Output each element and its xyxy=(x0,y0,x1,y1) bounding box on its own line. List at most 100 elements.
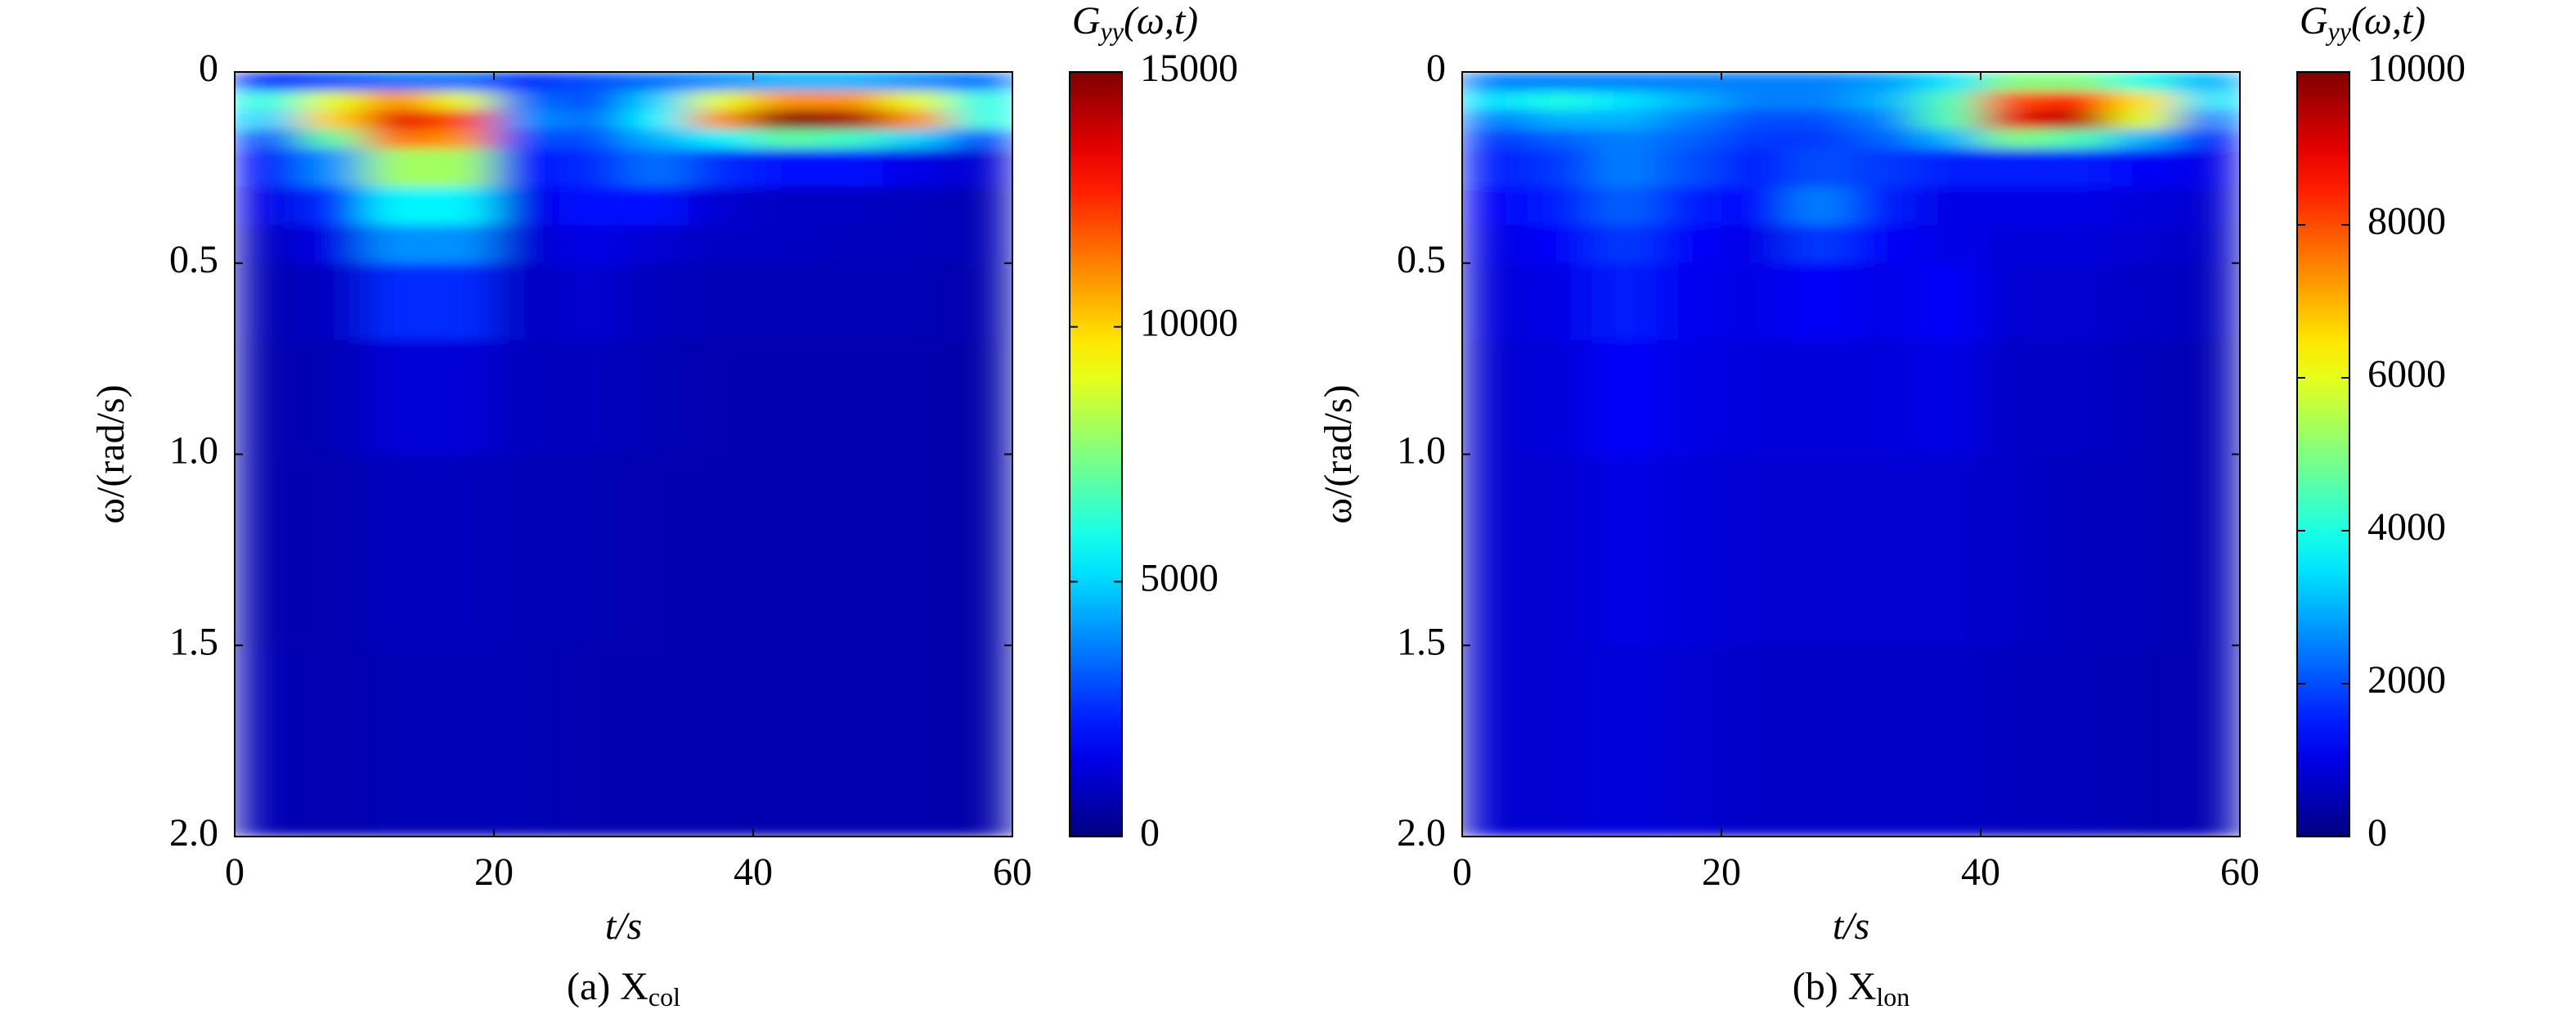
heatmap-cell xyxy=(947,454,1012,646)
caption-sub: col xyxy=(648,982,680,1012)
y-tick-label: 0.5 xyxy=(1397,238,1446,281)
heatmap-cell xyxy=(1915,91,1981,111)
heatmap-cell xyxy=(1462,262,1528,340)
heatmap-cell xyxy=(1721,148,1787,187)
heatmap-cell xyxy=(947,129,1012,149)
heatmap-cell xyxy=(688,454,754,646)
heatmap-cell xyxy=(2045,91,2111,111)
caption: (b) Xlon xyxy=(1793,965,1910,1012)
heatmap-cell xyxy=(494,148,559,187)
heatmap-cell xyxy=(818,72,883,92)
heatmap-cell xyxy=(1981,91,2046,111)
heatmap-cell xyxy=(2045,72,2111,92)
heatmap-cell xyxy=(818,454,883,646)
heatmap-cell xyxy=(1656,339,1722,455)
heatmap-cell xyxy=(2110,454,2176,646)
heatmap-cell xyxy=(688,110,754,130)
heatmap-cell xyxy=(818,91,883,111)
heatmap-cell xyxy=(429,148,495,187)
heatmap-cell xyxy=(1981,72,2046,92)
heatmap-cell xyxy=(299,225,365,264)
heatmap-cell xyxy=(947,186,1012,226)
heatmap-cell xyxy=(1981,645,2046,837)
heatmap-cell xyxy=(1462,91,1528,111)
heatmap-cell xyxy=(494,339,559,455)
x-tick-label: 0 xyxy=(1452,850,1472,894)
heatmap-cell xyxy=(2174,129,2240,149)
heatmap-cell xyxy=(2045,129,2111,149)
heatmap-cell xyxy=(1851,186,1917,226)
heatmap xyxy=(1462,72,2240,837)
heatmap-cell xyxy=(1527,186,1592,226)
colorbar-tick-label: 10000 xyxy=(1140,302,1238,345)
heatmap-cell xyxy=(947,72,1012,92)
heatmap-cell xyxy=(753,186,819,226)
heatmap-cell xyxy=(1527,72,1592,92)
heatmap-cell xyxy=(2110,129,2176,149)
heatmap-cell xyxy=(1462,186,1528,226)
heatmap-cell xyxy=(623,454,689,646)
heatmap-cell xyxy=(429,129,495,149)
heatmap-cell xyxy=(753,262,819,340)
heatmap-cell xyxy=(2045,454,2111,646)
heatmap-cell xyxy=(1721,225,1787,264)
heatmap-cell xyxy=(688,148,754,187)
heatmap-cell xyxy=(1656,186,1722,226)
heatmap-cell xyxy=(1591,91,1658,111)
heatmap-cell xyxy=(1527,225,1592,264)
heatmap-cell xyxy=(1851,72,1917,92)
heatmap-cell xyxy=(1915,72,1981,92)
heatmap-cell xyxy=(2174,110,2240,130)
heatmap-cell xyxy=(494,110,559,130)
colorbar-label-main: G xyxy=(2300,0,2328,43)
heatmap-cell xyxy=(1656,225,1722,264)
heatmap-cell xyxy=(753,129,819,149)
heatmap-cell xyxy=(1915,129,1981,149)
y-tick-label: 0 xyxy=(199,47,218,90)
heatmap-cell xyxy=(1915,645,1981,837)
heatmap-cell xyxy=(2174,72,2240,92)
heatmap-cell xyxy=(882,262,949,340)
heatmap-cell xyxy=(882,186,949,226)
heatmap-cell xyxy=(1656,148,1722,187)
heatmap-cell xyxy=(364,225,430,264)
heatmap-cell xyxy=(1656,129,1722,149)
heatmap-cell xyxy=(1462,148,1528,187)
heatmap-cell xyxy=(235,645,300,837)
heatmap-cell xyxy=(623,110,689,130)
heatmap-cell xyxy=(882,225,949,264)
heatmap-cell xyxy=(1591,339,1658,455)
heatmap-cell xyxy=(753,148,819,187)
heatmap-cell xyxy=(299,148,365,187)
heatmap-cell xyxy=(753,225,819,264)
panel: 0 20 40 60 0 0.5 1.0 1.5 2.0 t/s ω/(rad/s) (b) Xlon… xyxy=(1317,0,2466,1012)
heatmap-cell xyxy=(688,262,754,340)
heatmap-cell xyxy=(1656,72,1722,92)
y-tick-label: 1.0 xyxy=(169,429,218,473)
heatmap-cell xyxy=(1721,454,1787,646)
heatmap-cell xyxy=(1462,129,1528,149)
heatmap-cell xyxy=(364,129,430,149)
x-axis-label: t/s xyxy=(605,904,642,948)
heatmap-cell xyxy=(688,72,754,92)
heatmap-cell xyxy=(235,110,300,130)
heatmap-cell xyxy=(429,262,495,340)
heatmap-cell xyxy=(1527,110,1592,130)
heatmap-cell xyxy=(559,129,624,149)
heatmap-cell xyxy=(818,262,883,340)
heatmap-cell xyxy=(1591,110,1658,130)
heatmap-cell xyxy=(947,148,1012,187)
heatmap-cell xyxy=(1462,110,1528,130)
heatmap-cell xyxy=(2045,225,2111,264)
heatmap-cell xyxy=(818,339,883,455)
y-tick-label: 2.0 xyxy=(1397,811,1446,855)
heatmap-cell xyxy=(947,339,1012,455)
heatmap-cell xyxy=(882,129,949,149)
heatmap-cell xyxy=(818,148,883,187)
y-axis-label: ω/(rad/s) xyxy=(89,384,132,523)
heatmap-cell xyxy=(2174,186,2240,226)
heatmap-cell xyxy=(1721,110,1787,130)
heatmap-cell xyxy=(299,72,365,92)
heatmap-cell xyxy=(1786,91,1851,111)
caption-text: (b) X xyxy=(1793,965,1877,1008)
